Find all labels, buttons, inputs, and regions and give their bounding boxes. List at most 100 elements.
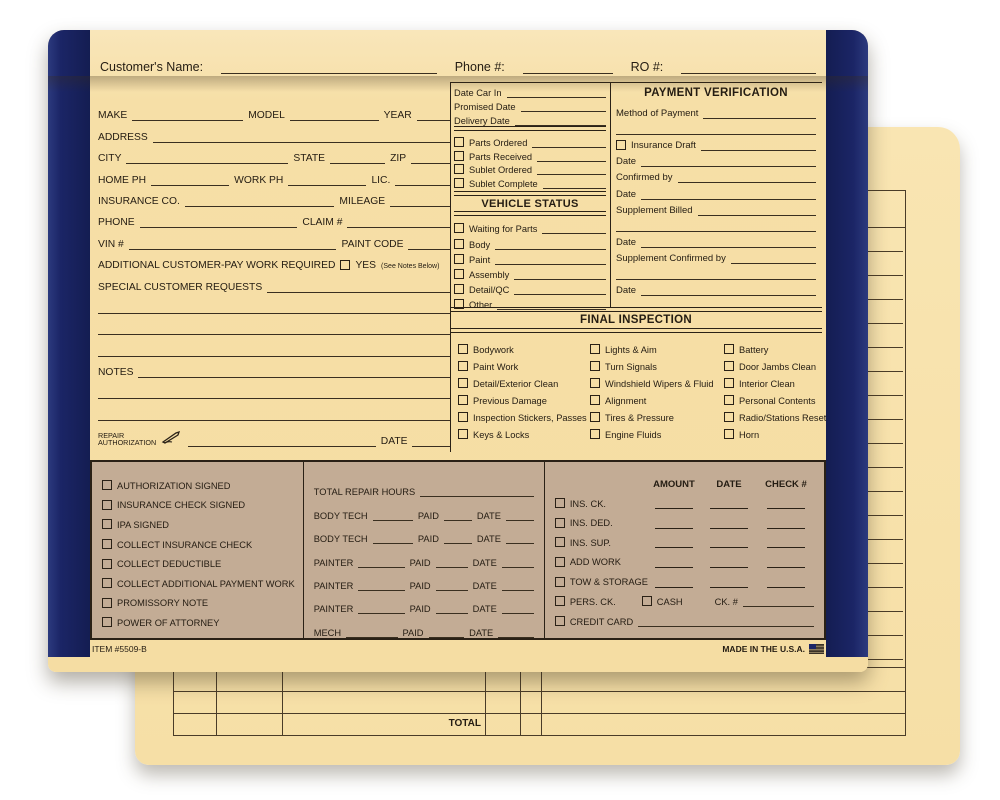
vehicle-status-label: Detail/QC bbox=[469, 285, 510, 296]
write-in-line bbox=[616, 220, 816, 232]
amount-write-line bbox=[767, 577, 805, 588]
checkbox-icon bbox=[454, 299, 464, 310]
panel-left-border bbox=[450, 82, 452, 452]
amount-row: INS. DED. bbox=[554, 509, 814, 529]
additional-work-label: ADDITIONAL CUSTOMER-PAY WORK REQUIRED bbox=[98, 260, 336, 272]
checkbox-icon bbox=[724, 378, 734, 388]
write-in-line bbox=[443, 532, 472, 545]
divider bbox=[454, 211, 606, 217]
payment-row: Date bbox=[616, 151, 816, 168]
write-in-line bbox=[638, 615, 814, 627]
write-in-line bbox=[98, 409, 450, 421]
back-ruled-line bbox=[835, 251, 903, 253]
write-in-line bbox=[98, 345, 450, 357]
write-in-line bbox=[501, 602, 534, 615]
blank-line-row bbox=[98, 378, 450, 400]
checkbox-icon bbox=[554, 556, 565, 567]
vehicle-status-row: Detail/QC bbox=[454, 280, 606, 296]
signature-check-label: PROMISSORY NOTE bbox=[117, 598, 209, 609]
payment-row: Supplement Billed bbox=[616, 200, 816, 216]
back-table-row-line bbox=[173, 713, 906, 715]
vehicle-status-title: VEHICLE STATUS bbox=[481, 198, 579, 211]
signature-check-label: INSURANCE CHECK SIGNED bbox=[117, 500, 246, 511]
write-in-line bbox=[505, 532, 534, 545]
final-inspection-panel: FINAL INSPECTION Bodywork Paint Work Detai… bbox=[450, 307, 826, 443]
inspection-item-label: Alignment bbox=[605, 395, 647, 406]
repair-auth-line2: AUTHORIZATION bbox=[98, 438, 157, 448]
write-in-line bbox=[497, 298, 606, 311]
write-in-line bbox=[330, 152, 386, 165]
back-ruled-line bbox=[835, 539, 903, 541]
field-label: WORK PH bbox=[234, 174, 284, 186]
write-in-line bbox=[495, 238, 606, 250]
cash-label: CASH bbox=[656, 597, 683, 608]
vehicle-status-row: Waiting for Parts bbox=[454, 219, 606, 235]
divider bbox=[450, 328, 822, 333]
parts-status-label: Sublet Complete bbox=[469, 179, 538, 190]
write-in-line bbox=[346, 626, 398, 638]
write-in-line bbox=[520, 100, 606, 112]
amounts-header-row: AMOUNT DATE CHECK # bbox=[555, 470, 814, 490]
field-label: INSURANCE CO. bbox=[98, 195, 180, 207]
signature-check-row: AUTHORIZATION SIGNED bbox=[102, 476, 295, 496]
write-in-line bbox=[347, 216, 450, 229]
notes-row: NOTES bbox=[98, 357, 450, 379]
payment-field-label: Confirmed by bbox=[616, 172, 673, 184]
checkbox-icon bbox=[458, 412, 468, 422]
write-in-line bbox=[641, 155, 816, 168]
back-ruled-line bbox=[835, 659, 903, 661]
right-binding-strip bbox=[826, 30, 868, 657]
inspection-item: Battery bbox=[724, 341, 816, 358]
parts-status-label: Sublet Ordered bbox=[469, 165, 533, 176]
yes-label: YES bbox=[355, 260, 377, 272]
write-in-line bbox=[730, 252, 816, 264]
back-ruled-line bbox=[835, 371, 903, 373]
date-row: Delivery Date bbox=[454, 112, 606, 126]
inspection-item: Turn Signals bbox=[590, 358, 724, 375]
amount-item-label: TOW & STORAGE bbox=[569, 577, 648, 588]
write-in-line bbox=[616, 123, 816, 136]
inspection-item: Inspection Stickers, Passes bbox=[458, 409, 590, 426]
checkbox-icon bbox=[724, 395, 734, 405]
field-label: LIC. bbox=[371, 174, 391, 186]
payment-row: Date bbox=[616, 183, 816, 200]
vehicle-info-row: VIN # PAINT CODE bbox=[98, 228, 450, 250]
vehicle-info-row: HOME PH WORK PH LIC. bbox=[98, 164, 450, 186]
payment-field-label: Date bbox=[616, 236, 637, 248]
tech-pay-row: MECH PAID DATE bbox=[314, 614, 534, 638]
date-row: Date Car In bbox=[454, 84, 606, 98]
final-inspection-column: Lights & Aim Turn Signals Windshield Wiper… bbox=[590, 341, 724, 443]
write-in-line bbox=[412, 435, 450, 447]
special-requests-row: SPECIAL CUSTOMER REQUESTS bbox=[98, 271, 450, 293]
write-in-line bbox=[505, 509, 534, 521]
checkbox-icon bbox=[724, 361, 734, 371]
special-requests-label: SPECIAL CUSTOMER REQUESTS bbox=[98, 281, 263, 293]
signatures-checklist: AUTHORIZATION SIGNED INSURANCE CHECK SIGN… bbox=[92, 462, 304, 638]
amount-write-line bbox=[710, 537, 748, 549]
write-in-line bbox=[188, 435, 376, 447]
inspection-item-label: Lights & Aim bbox=[605, 344, 657, 355]
inspection-item: Previous Damage bbox=[458, 392, 590, 409]
checkbox-icon bbox=[554, 537, 565, 548]
amount-write-line bbox=[767, 557, 805, 568]
inspection-item: Tires & Pressure bbox=[590, 409, 724, 426]
credit-card-label: CREDIT CARD bbox=[569, 616, 634, 627]
back-ruled-line bbox=[835, 323, 903, 325]
inspection-item-label: Engine Fluids bbox=[605, 429, 662, 440]
back-ruled-line bbox=[835, 419, 903, 421]
field-label: CITY bbox=[98, 153, 122, 165]
back-ruled-line bbox=[835, 635, 903, 637]
inspection-item-label: Previous Damage bbox=[473, 395, 547, 406]
payment-field-label: Supplement Confirmed by bbox=[616, 252, 726, 264]
payment-field-label: Date bbox=[616, 156, 637, 168]
additional-work-row: ADDITIONAL CUSTOMER-PAY WORK REQUIRED YES… bbox=[98, 250, 450, 271]
notes-label: NOTES bbox=[98, 367, 134, 379]
amount-write-line bbox=[710, 518, 748, 529]
date-field-label: Promised Date bbox=[454, 102, 516, 112]
checkbox-icon bbox=[102, 519, 112, 530]
back-ruled-line bbox=[835, 587, 903, 589]
amounts-header-label: CHECK # bbox=[765, 478, 807, 490]
amount-row-label: INS. CK. bbox=[554, 498, 648, 509]
checkbox-icon bbox=[554, 596, 565, 607]
inspection-item: Alignment bbox=[590, 392, 724, 409]
